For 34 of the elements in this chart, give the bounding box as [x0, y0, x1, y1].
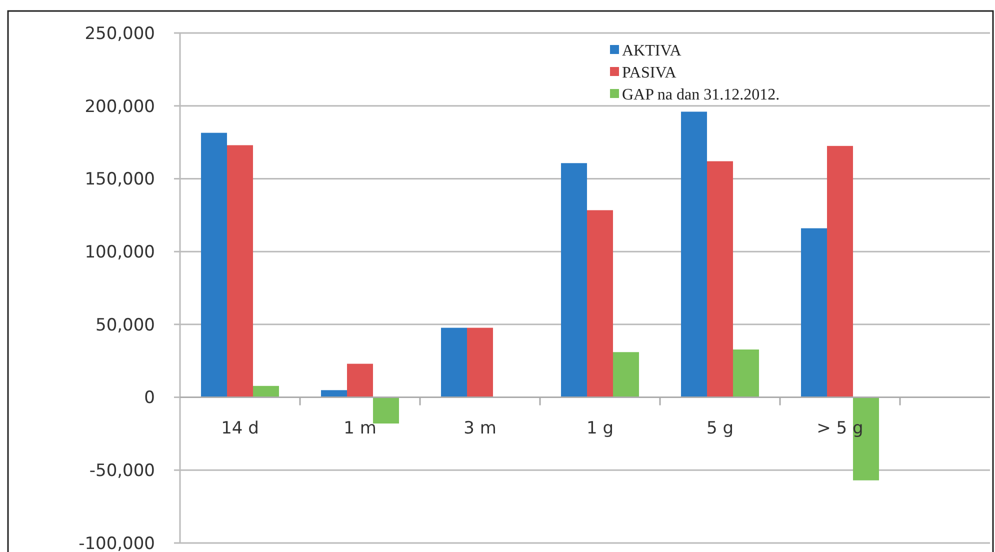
- y-tick-label: 50,000: [96, 315, 155, 336]
- bar: [373, 397, 399, 424]
- bar: [853, 397, 879, 480]
- bar: [707, 161, 733, 398]
- bar: [201, 132, 227, 398]
- bar: [227, 145, 253, 398]
- bar: [253, 386, 279, 398]
- x-tick-label: 3 m: [464, 418, 496, 438]
- legend-label: PASIVA: [622, 64, 677, 82]
- legend-label: AKTIVA: [622, 42, 682, 60]
- bar: [321, 390, 347, 398]
- bar: [587, 210, 613, 398]
- x-tick-label: 5 g: [706, 418, 734, 438]
- y-tick-label: 100,000: [84, 242, 155, 263]
- x-tick-label: 1 m: [344, 418, 376, 438]
- bar: [827, 146, 853, 398]
- bar: [347, 364, 373, 398]
- bar: [733, 349, 759, 398]
- x-tick-label: 14 d: [221, 418, 259, 438]
- y-tick-label: -50,000: [89, 461, 155, 482]
- bar: [613, 352, 639, 398]
- y-tick-label: -100,000: [78, 534, 155, 552]
- bar: [801, 228, 827, 398]
- y-tick-label: 0: [144, 388, 155, 408]
- x-tick-label: > 5 g: [816, 418, 864, 438]
- y-tick-label: 200,000: [84, 96, 155, 117]
- y-tick-label: 250,000: [84, 24, 155, 44]
- x-tick-label: 1 g: [586, 418, 614, 438]
- bar: [441, 328, 467, 398]
- legend-label: GAP na dan 31.12.2012.: [622, 86, 780, 104]
- bar: [561, 163, 587, 398]
- bar: [467, 328, 493, 398]
- y-tick-label: 150,000: [84, 170, 155, 190]
- bar: [681, 112, 707, 398]
